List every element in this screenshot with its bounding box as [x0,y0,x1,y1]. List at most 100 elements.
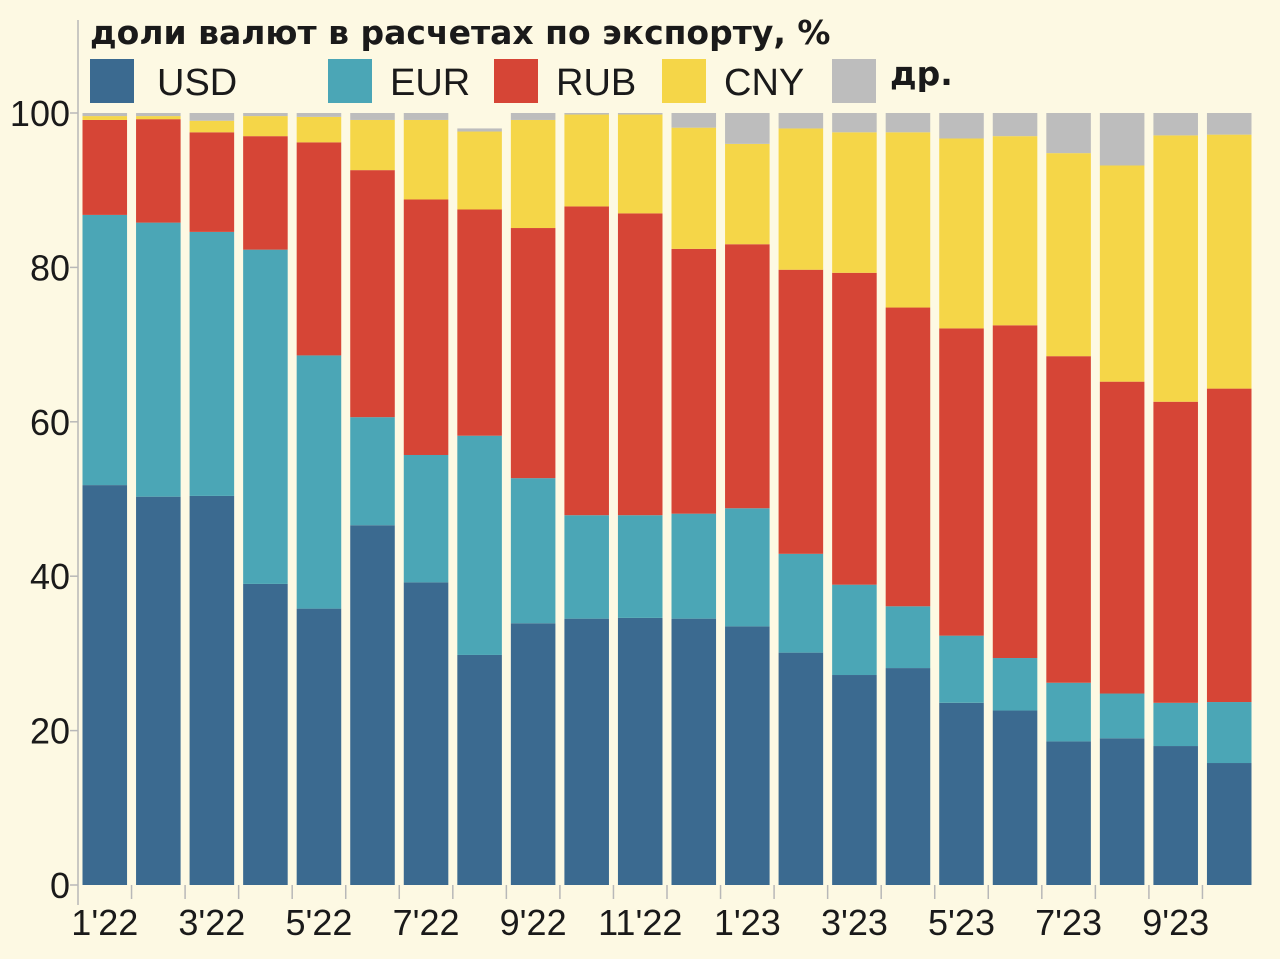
bar-eur-16 [885,606,931,669]
bar-rub-21 [1153,401,1198,703]
bar-usd-4 [243,583,288,885]
bar-eur-4 [243,249,288,584]
bar-rub-18 [992,325,1038,659]
bar-usd-6 [350,525,395,885]
bar-др-18 [992,113,1038,137]
y-tick-label: 40 [30,556,70,597]
bar-rub-4 [243,136,288,250]
bar-cny-21 [1153,135,1198,402]
bar-eur-2 [136,222,181,497]
legend-label-5: др. [890,54,953,93]
bar-cny-14 [778,128,824,270]
bar-eur-21 [1153,702,1198,747]
bar-usd-22 [1206,763,1252,885]
bar-др-15 [832,113,877,133]
bar-usd-5 [296,608,342,885]
bar-cny-22 [1206,134,1252,389]
bar-др-20 [1099,113,1145,166]
bar-др-4 [243,113,288,117]
y-tick-label: 100 [10,93,70,134]
bar-др-12 [671,113,717,128]
bar-cny-8 [457,131,502,210]
legend-label-1: USD [157,62,237,104]
bar-cny-13 [725,143,770,245]
chart-title: доли валют в расчетах по экспорту, % [90,13,830,52]
bar-eur-15 [832,584,877,676]
legend-swatch-1 [90,59,134,103]
bar-usd-9 [510,623,556,885]
bar-usd-12 [671,618,717,885]
bar-др-10 [564,113,609,115]
bar-др-2 [136,113,181,117]
x-tick-label: 11'22 [598,902,682,943]
bar-rub-3 [189,132,235,232]
bar-rub-15 [832,272,877,585]
x-tick-label: 9'22 [500,902,567,943]
x-tick-label: 1'23 [714,902,781,943]
legend-label-2: EUR [390,62,470,104]
x-tick-label: 5'22 [285,902,352,943]
legend-swatch-4 [662,59,706,103]
bar-cny-16 [885,132,931,308]
bar-rub-6 [350,170,395,418]
bar-usd-16 [885,668,931,885]
bar-cny-20 [1099,165,1145,382]
bar-cny-18 [992,136,1038,326]
bar-usd-1 [82,485,128,885]
y-tick-label: 20 [30,711,70,752]
bar-usd-14 [778,652,824,885]
bar-rub-12 [671,248,717,514]
bar-usd-13 [725,626,770,885]
bar-cny-17 [939,138,984,329]
bar-др-14 [778,113,824,129]
bar-rub-9 [510,228,556,479]
bar-usd-11 [617,617,663,885]
bar-rub-10 [564,206,609,516]
bar-cny-12 [671,127,717,249]
bar-rub-16 [885,307,931,607]
bar-eur-17 [939,635,984,703]
bar-др-1 [82,113,128,117]
bar-др-6 [350,113,395,120]
bar-cny-5 [296,116,342,143]
bar-eur-13 [725,508,770,627]
bar-rub-20 [1099,381,1145,694]
bar-rub-14 [778,269,824,554]
bar-usd-2 [136,496,181,885]
bar-eur-5 [296,355,342,609]
legend-swatch-3 [494,59,538,103]
bar-др-3 [189,113,235,121]
x-tick-label: 3'23 [821,902,888,943]
bar-cny-4 [243,116,288,137]
bar-rub-5 [296,142,342,356]
bars [82,113,1252,885]
bar-др-11 [617,113,663,115]
bar-cny-3 [189,120,235,133]
bar-rub-17 [939,328,984,636]
bar-rub-11 [617,213,663,516]
x-tick-label: 7'23 [1035,902,1102,943]
y-tick-label: 80 [30,247,70,288]
legend-swatch-2 [328,59,372,103]
bar-др-8 [457,128,502,132]
x-tick-label: 7'22 [393,902,460,943]
bar-др-16 [885,113,931,133]
bar-usd-10 [564,618,609,885]
bar-rub-13 [725,244,770,509]
bar-др-17 [939,113,984,139]
legend-swatch-5 [832,59,876,103]
bar-cny-10 [564,114,609,207]
bar-rub-7 [403,199,449,455]
bar-eur-10 [564,515,609,619]
bar-usd-7 [403,582,449,885]
bar-usd-8 [457,654,502,885]
bar-usd-15 [832,675,877,885]
bar-др-9 [510,113,556,120]
bar-usd-17 [939,702,984,885]
y-tick-label: 0 [50,865,70,906]
bar-eur-18 [992,658,1038,711]
bar-eur-9 [510,478,556,624]
bar-rub-2 [136,119,181,223]
bar-usd-3 [189,495,235,885]
bar-rub-22 [1206,388,1252,703]
